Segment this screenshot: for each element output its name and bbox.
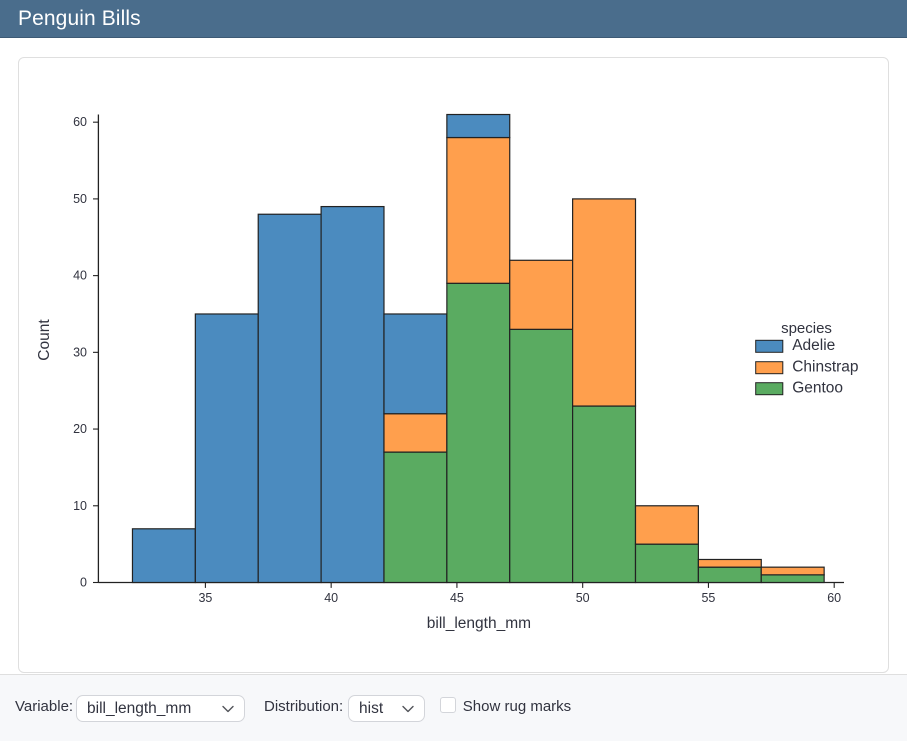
svg-text:30: 30 (73, 345, 87, 359)
svg-text:species: species (781, 320, 832, 337)
svg-text:60: 60 (73, 115, 87, 129)
svg-text:60: 60 (827, 591, 841, 605)
svg-text:Adelie: Adelie (792, 337, 835, 354)
svg-text:50: 50 (73, 192, 87, 206)
svg-text:Gentoo: Gentoo (792, 380, 843, 397)
svg-text:55: 55 (701, 591, 715, 605)
svg-text:50: 50 (576, 591, 590, 605)
svg-text:Chinstrap: Chinstrap (792, 359, 858, 376)
svg-text:10: 10 (73, 499, 87, 513)
svg-text:35: 35 (198, 591, 212, 605)
svg-text:40: 40 (324, 591, 338, 605)
svg-text:45: 45 (450, 591, 464, 605)
svg-text:0: 0 (80, 576, 87, 590)
svg-text:Count: Count (36, 319, 53, 361)
svg-text:bill_length_mm: bill_length_mm (427, 615, 531, 632)
svg-text:20: 20 (73, 422, 87, 436)
svg-text:40: 40 (73, 269, 87, 283)
